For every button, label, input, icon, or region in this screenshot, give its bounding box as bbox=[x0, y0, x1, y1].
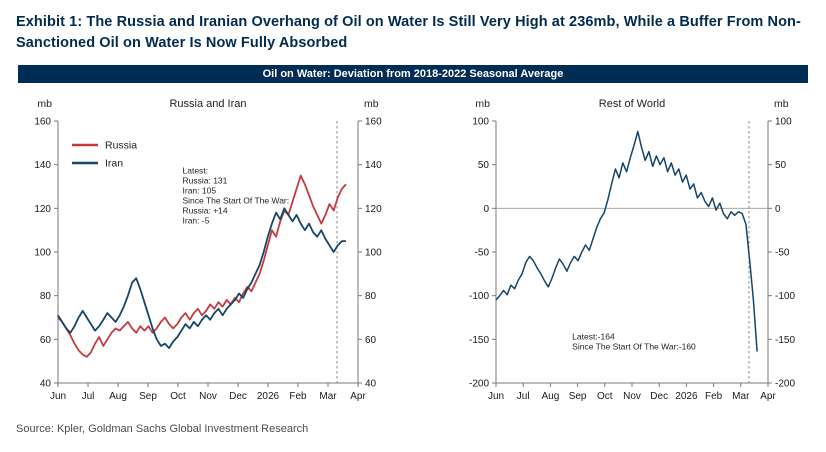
panel-title: Rest of World bbox=[599, 98, 665, 110]
x-tick-label: Oct bbox=[170, 391, 186, 402]
legend-label: Russia bbox=[105, 140, 137, 152]
y-tick-label: 100 bbox=[775, 117, 792, 128]
x-tick-label: Oct bbox=[597, 391, 613, 402]
x-tick-label: Jun bbox=[488, 391, 504, 402]
exhibit-title: Exhibit 1: The Russia and Iranian Overha… bbox=[16, 14, 801, 52]
y-tick-label: -100 bbox=[469, 291, 489, 302]
x-tick-label: Jul bbox=[517, 391, 530, 402]
exhibit-page: Exhibit 1: The Russia and Iranian Overha… bbox=[0, 14, 826, 436]
y-tick-label: 120 bbox=[34, 204, 51, 215]
series-russia-line bbox=[57, 174, 347, 358]
x-tick-label: Dec bbox=[650, 391, 668, 402]
y-tick-label: -50 bbox=[475, 248, 490, 259]
y-tick-label: 40 bbox=[365, 379, 377, 390]
y-tick-label: 80 bbox=[365, 291, 377, 302]
y-tick-label: 0 bbox=[483, 204, 489, 215]
x-tick-label: Apr bbox=[760, 391, 776, 402]
left-axis-unit-label: mb bbox=[37, 98, 52, 110]
series-rest-of-world-line bbox=[495, 130, 758, 352]
charts-row: Russia and Iran mb mb 40 40 60 60 80 80 100 100 120… bbox=[0, 91, 826, 413]
y-tick-label: 50 bbox=[478, 160, 490, 171]
x-tick-label: Sep bbox=[139, 391, 157, 402]
x-tick-label: Aug bbox=[542, 391, 560, 402]
x-tick-label: Dec bbox=[229, 391, 247, 402]
y-tick-label: 140 bbox=[365, 160, 382, 171]
x-tick-label: Apr bbox=[350, 391, 366, 402]
y-tick-label: 40 bbox=[40, 379, 52, 390]
y-tick-label: 100 bbox=[34, 248, 51, 259]
rest-of-world-chart: Rest of World mb mb -200 -200 -150 -150 -100 -10… bbox=[469, 98, 795, 402]
x-tick-label: Feb bbox=[705, 391, 723, 402]
y-tick-label: -150 bbox=[775, 335, 795, 346]
y-tick-label: 100 bbox=[472, 117, 489, 128]
x-tick-label: Aug bbox=[109, 391, 127, 402]
x-tick-label: Sep bbox=[569, 391, 587, 402]
right-axis-unit-label: mb bbox=[774, 98, 789, 110]
x-tick-label: Mar bbox=[732, 391, 750, 402]
y-tick-label: -200 bbox=[775, 379, 795, 390]
series-iran-line bbox=[57, 207, 346, 350]
y-tick-label: -150 bbox=[469, 335, 489, 346]
y-tick-label: 60 bbox=[365, 335, 377, 346]
y-tick-label: 140 bbox=[34, 160, 51, 171]
y-tick-label: -100 bbox=[775, 291, 795, 302]
panel-title: Russia and Iran bbox=[169, 98, 246, 110]
y-tick-label: -50 bbox=[775, 248, 790, 259]
latest-annotation: Latest:-164 Since The Start Of The War:-1… bbox=[572, 331, 696, 351]
x-tick-label: Jul bbox=[82, 391, 95, 402]
legend-label: Iran bbox=[105, 158, 123, 170]
chart-header-bar: Oil on Water: Deviation from 2018-2022 S… bbox=[18, 65, 808, 84]
y-tick-label: 0 bbox=[775, 204, 781, 215]
right-axis-unit-label: mb bbox=[364, 98, 379, 110]
x-tick-label: 2026 bbox=[257, 391, 280, 402]
source-note: Source: Kpler, Goldman Sachs Global Inve… bbox=[16, 423, 309, 436]
x-tick-label: Jun bbox=[50, 391, 66, 402]
x-tick-label: Feb bbox=[289, 391, 307, 402]
x-tick-label: 2026 bbox=[675, 391, 698, 402]
y-tick-label: 80 bbox=[40, 291, 52, 302]
russia-iran-chart: Russia and Iran mb mb 40 40 60 60 80 80 100 100 120… bbox=[34, 98, 382, 402]
x-tick-label: Mar bbox=[319, 391, 337, 402]
y-tick-label: 120 bbox=[365, 204, 382, 215]
y-tick-label: 50 bbox=[775, 160, 787, 171]
left-axis-unit-label: mb bbox=[475, 98, 490, 110]
y-tick-label: 160 bbox=[365, 117, 382, 128]
x-tick-label: Nov bbox=[199, 391, 217, 402]
y-tick-label: 60 bbox=[40, 335, 52, 346]
latest-annotation: Latest: Russia: 131 Iran: 105 Since The Sta… bbox=[183, 165, 290, 225]
chart-header-label: Oil on Water: Deviation from 2018-2022 S… bbox=[262, 68, 564, 81]
y-tick-label: 100 bbox=[365, 248, 382, 259]
x-tick-label: Nov bbox=[623, 391, 641, 402]
y-tick-label: -200 bbox=[469, 379, 489, 390]
y-tick-label: 160 bbox=[34, 117, 51, 128]
